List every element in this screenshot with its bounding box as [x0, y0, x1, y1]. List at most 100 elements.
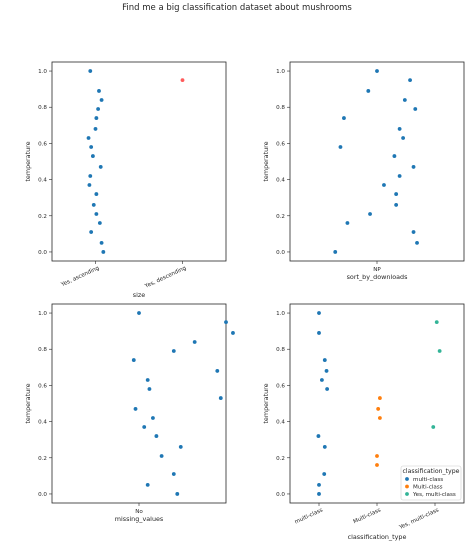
x-tick-label: No	[135, 509, 143, 515]
y-tick-label: 0.6	[276, 383, 285, 389]
y-tick-label: 0.4	[38, 178, 47, 184]
y-tick-label: 0.6	[38, 141, 47, 147]
y-axis-label: temperature	[262, 141, 270, 181]
data-point	[96, 107, 101, 111]
x-axis-label: sort_by_downloads	[347, 273, 409, 281]
data-point	[376, 407, 381, 411]
legend-entry: Yes, multi-class	[412, 492, 456, 498]
legend-marker	[405, 477, 409, 481]
data-point	[345, 221, 350, 225]
data-point	[342, 116, 346, 120]
plot-area	[51, 61, 227, 262]
data-point	[325, 387, 330, 391]
data-point	[413, 107, 418, 111]
data-point	[151, 416, 155, 420]
data-point	[98, 165, 103, 169]
data-point	[397, 127, 402, 131]
data-point	[437, 349, 442, 353]
y-tick-label: 1.0	[38, 311, 47, 317]
x-tick-label: Yes, ascending	[60, 265, 101, 288]
data-point	[317, 311, 321, 315]
x-axis-label: missing_values	[115, 515, 164, 523]
data-point	[87, 183, 92, 187]
legend-marker	[405, 484, 409, 489]
data-point	[317, 331, 321, 335]
data-point	[322, 358, 327, 362]
plot-area	[289, 61, 465, 262]
data-point	[378, 416, 382, 420]
y-tick-label: 0.2	[38, 214, 47, 220]
y-tick-label: 0.6	[38, 383, 47, 389]
data-point	[411, 230, 416, 234]
data-point	[366, 89, 371, 93]
x-tick-label: Yes, descending	[143, 265, 187, 290]
data-point	[338, 145, 343, 149]
data-point	[145, 378, 150, 382]
x-axis-label: classification_type	[348, 533, 407, 541]
data-point	[375, 69, 379, 73]
x-tick-label: multi-class	[294, 507, 324, 525]
data-point	[89, 230, 94, 234]
data-point	[375, 454, 379, 458]
y-tick-label: 0.0	[276, 492, 285, 498]
data-point	[131, 358, 136, 362]
y-axis-label: temperature	[24, 383, 32, 423]
data-point	[91, 203, 96, 207]
y-axis-label: temperature	[262, 383, 270, 423]
legend-entry: multi-class	[413, 477, 443, 483]
y-axis-label: temperature	[24, 141, 32, 181]
y-tick-label: 0.2	[276, 456, 285, 462]
data-point	[178, 445, 183, 449]
data-point	[408, 78, 412, 82]
y-tick-label: 0.2	[38, 456, 47, 462]
y-tick-label: 0.8	[38, 347, 47, 353]
data-point	[431, 425, 436, 429]
data-point	[145, 483, 150, 487]
y-tick-label: 1.0	[38, 69, 47, 75]
data-point	[320, 378, 324, 382]
data-point	[180, 78, 185, 82]
data-point	[142, 425, 147, 429]
data-point	[171, 349, 176, 353]
y-tick-label: 0.0	[38, 492, 47, 498]
data-point	[154, 434, 159, 438]
x-tick-label: Yes, multi-class	[398, 507, 440, 531]
data-point	[333, 250, 338, 254]
data-point	[397, 174, 402, 178]
data-point	[231, 331, 235, 335]
data-point	[93, 127, 98, 131]
y-tick-label: 1.0	[276, 69, 285, 75]
legend: classification_type multi-class Multi-clas…	[400, 465, 462, 501]
data-point	[401, 136, 405, 140]
data-point	[89, 145, 94, 149]
data-point	[392, 154, 397, 158]
data-point	[317, 492, 321, 496]
data-point	[316, 434, 321, 438]
legend-entry: Multi-class	[413, 485, 443, 491]
data-point	[215, 369, 220, 373]
data-point	[322, 445, 327, 449]
data-point	[224, 320, 228, 324]
data-point	[434, 320, 439, 324]
data-point	[375, 463, 379, 467]
y-tick-label: 0.4	[38, 420, 47, 426]
data-point	[88, 174, 93, 178]
y-tick-label: 0.4	[276, 420, 285, 426]
x-axis-label: size	[133, 291, 145, 299]
data-point	[411, 165, 416, 169]
data-point	[402, 98, 407, 102]
y-tick-label: 1.0	[276, 311, 285, 317]
data-point	[88, 69, 93, 73]
data-point	[94, 192, 99, 196]
data-point	[99, 98, 104, 102]
data-point	[317, 483, 321, 487]
y-tick-label: 0.0	[38, 250, 47, 256]
data-point	[368, 212, 372, 216]
subplot-1: 0.0 0.2 0.4 0.6 0.8 1.0 Yes, ascending Yes, des…	[24, 61, 227, 299]
y-tick-label: 0.0	[276, 250, 285, 256]
data-point	[192, 340, 197, 344]
data-point	[415, 241, 419, 245]
data-point	[159, 454, 164, 458]
data-point	[133, 407, 138, 411]
